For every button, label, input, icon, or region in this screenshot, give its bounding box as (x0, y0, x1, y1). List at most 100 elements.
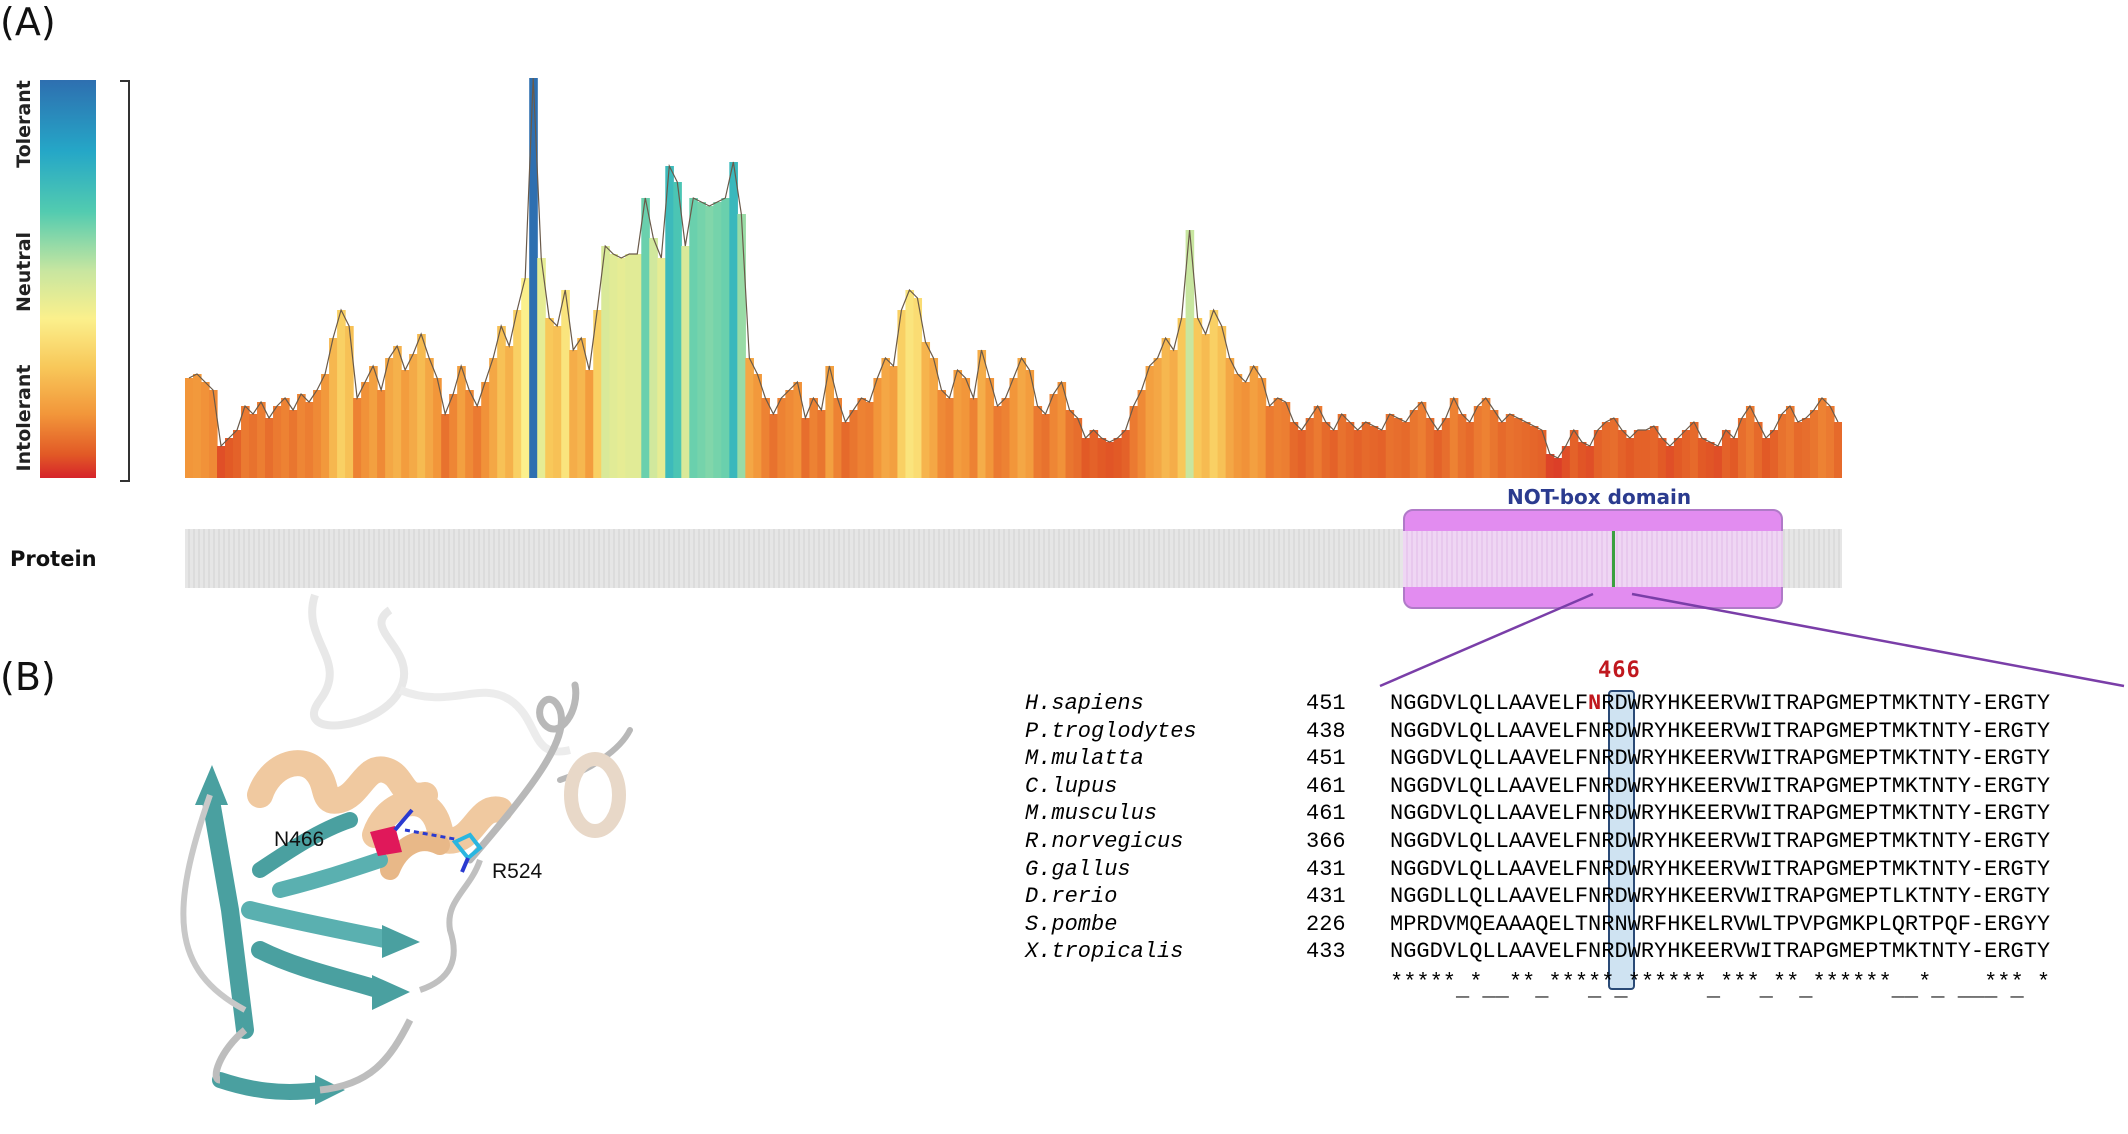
tolerance-bar (1321, 422, 1331, 478)
tolerance-bar (441, 414, 450, 478)
sequence: NGGDVLQLLAAVELFNRDWRYHKEERVWITRAPGMEPTMK… (1390, 938, 2050, 965)
tolerance-bar (1553, 458, 1563, 478)
tolerance-bar (1201, 334, 1211, 478)
tolerance-bar (417, 334, 426, 478)
tolerance-bar (1209, 310, 1219, 478)
tolerance-bar (1649, 426, 1659, 478)
tolerance-bar (1241, 382, 1251, 478)
helix-3 (380, 831, 450, 880)
tolerance-bar (1081, 438, 1091, 478)
tolerance-bar (793, 382, 802, 478)
tolerance-bar (1497, 422, 1507, 478)
tolerance-bar (1145, 366, 1155, 478)
tolerance-bar (345, 326, 354, 478)
consensus-gaps: _ __ _ _ _ _ _ _ __ _ ___ _ (1390, 977, 2064, 1002)
tolerance-bar (457, 366, 466, 478)
tolerance-bar (1329, 430, 1339, 478)
tolerance-bar (809, 398, 818, 478)
loop-bottom-2 (319, 1018, 414, 1094)
tolerance-bar (1705, 442, 1715, 478)
tolerance-bar (1097, 438, 1107, 478)
tolerance-bar (1505, 414, 1515, 478)
start-position: 461 (1306, 801, 1346, 827)
tolerance-bar (1585, 446, 1595, 478)
tolerance-bar (1769, 430, 1779, 478)
tolerance-bar (617, 258, 626, 478)
tolerance-bar (497, 326, 506, 478)
tolerance-bar (409, 354, 418, 478)
tolerance-bar (601, 246, 610, 478)
sequence-prefix: NGGDVLQLLAAVELF (1390, 801, 1589, 827)
tolerance-bar (313, 390, 322, 478)
species-name: X.tropicalis (1025, 939, 1184, 965)
sequence-site: N (1588, 746, 1602, 772)
start-position: 366 (1306, 829, 1346, 854)
tolerance-bar (1601, 422, 1611, 478)
sequence-site: N (1588, 718, 1602, 744)
tolerance-bar (801, 418, 810, 478)
tolerance-bar (1121, 430, 1131, 478)
start-position: 451 (1306, 746, 1346, 772)
sequence-prefix: NGGDVLQLLAAVELF (1390, 746, 1589, 772)
panel-label-b: (B) (0, 655, 56, 699)
tolerance-bar (305, 402, 314, 478)
tolerance-bar (1825, 406, 1835, 478)
tolerance-bar (433, 378, 442, 478)
tolerance-bar (1033, 406, 1043, 478)
strand-1 (201, 786, 254, 1039)
tolerance-bar (865, 402, 875, 478)
tolerance-bar (1441, 418, 1451, 478)
alignment-position-label: 466 (1598, 658, 1641, 683)
consensus-symbols: ***** * ** ***** ****** *** ** ****** * … (1390, 970, 2051, 995)
tolerance-bar (841, 422, 850, 478)
tolerance-bar (361, 382, 370, 478)
tolerance-bar (1521, 422, 1531, 478)
sequence-site: N (1588, 939, 1602, 965)
tolerance-bar (929, 358, 939, 478)
tolerance-bar (465, 390, 474, 478)
tolerance-bar (913, 298, 923, 478)
tolerance-bar (1217, 326, 1227, 478)
helix-2 (362, 790, 513, 854)
tolerance-bar (785, 390, 794, 478)
tolerance-bar (1457, 414, 1467, 478)
tolerance-bar (1345, 422, 1355, 478)
tolerance-bar (1049, 394, 1059, 478)
tolerance-bar (1433, 430, 1443, 478)
tolerance-bar (1297, 430, 1307, 478)
species-name: D.rerio (1025, 884, 1118, 910)
tolerance-bar (985, 378, 995, 478)
tolerance-bar (1041, 414, 1051, 478)
tolerance-bar (1409, 410, 1419, 478)
tolerance-bar (1393, 418, 1403, 478)
tolerance-bar (577, 338, 586, 478)
tolerance-bar (1817, 398, 1827, 478)
species-name: R.norvegicus (1025, 829, 1184, 854)
tolerance-bar (1793, 422, 1803, 478)
tolerance-bar (1577, 442, 1587, 478)
tolerance-bar (689, 198, 698, 478)
tolerance-bar (257, 402, 266, 478)
sequence-suffix: RDWRYHKEERVWITRAPGMEPTMKTNTY-ERGTY (1601, 773, 2051, 799)
sequence-prefix: NGGDVLQLLAAVELF (1390, 939, 1589, 965)
tolerance-bar (1537, 430, 1547, 478)
start-position: 226 (1306, 911, 1346, 937)
tolerance-bar (377, 390, 386, 478)
tolerance-bar (1625, 438, 1635, 478)
strand-2 (251, 941, 389, 999)
tolerance-bar (281, 398, 290, 478)
tolerance-bar (1273, 398, 1283, 478)
tolerance-bar (961, 378, 971, 478)
tolerance-bar (553, 326, 562, 478)
sequence-suffix: RDWRYHKEERVWITRAPGMEPTLKTNTY-ERGTY (1601, 884, 2051, 910)
tolerance-bar (761, 398, 770, 478)
tolerance-bar (1593, 430, 1603, 478)
variant-site-marker (1612, 531, 1615, 587)
zoom-line-right (1631, 592, 2125, 688)
n466-residue (370, 826, 402, 856)
tolerance-bar (1697, 438, 1707, 478)
tolerance-bar (649, 238, 658, 478)
tolerance-bar (569, 350, 578, 478)
residue-label-r524: R524 (492, 860, 543, 883)
tolerance-outline (188, 78, 1839, 459)
